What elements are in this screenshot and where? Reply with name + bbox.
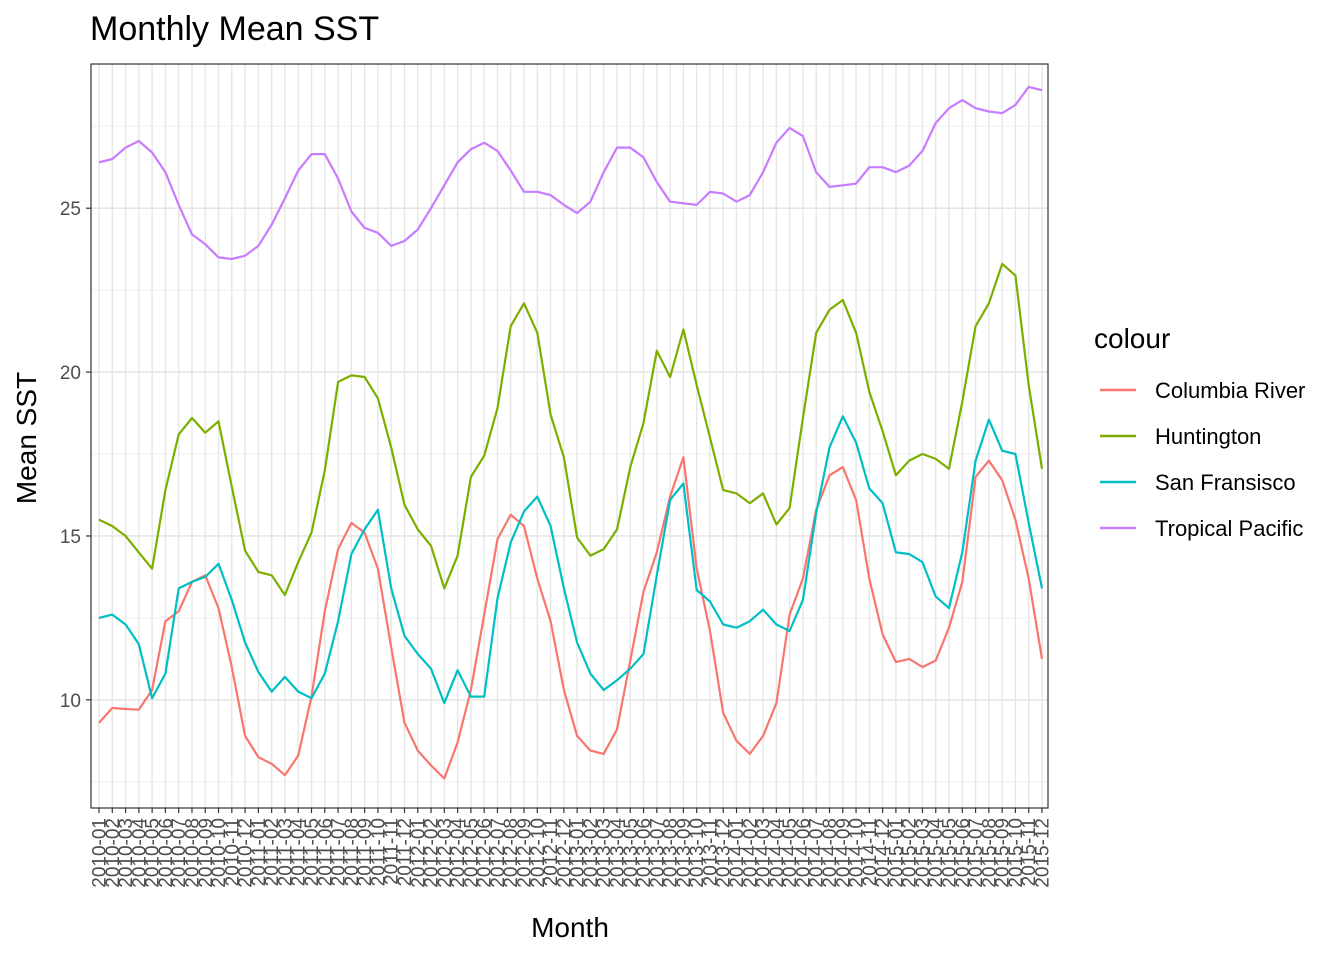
x-tick-label: 2015-08 xyxy=(979,818,1000,888)
y-axis-title: Mean SST xyxy=(11,372,42,504)
x-tick-label: 2012-05 xyxy=(461,818,482,888)
x-tick-label: 2015-03 xyxy=(913,818,934,888)
legend-label: Tropical Pacific xyxy=(1155,516,1303,541)
x-tick-label: 2014-06 xyxy=(793,818,814,888)
x-tick-label: 2014-08 xyxy=(820,818,841,888)
panel-border xyxy=(90,63,1049,809)
x-tick-label: 2012-01 xyxy=(408,818,429,888)
x-tick-label: 2013-04 xyxy=(608,818,629,888)
x-tick-label: 2014-12 xyxy=(873,818,894,888)
x-tick-label: 2012-03 xyxy=(435,818,456,888)
x-tick-label: 2011-12 xyxy=(395,818,416,886)
x-tick-label: 2015-05 xyxy=(940,818,961,888)
plot-panel: 101520252010-012010-022010-032010-042010… xyxy=(60,63,1054,888)
x-tick-label: 2014-02 xyxy=(740,818,761,888)
x-tick-label: 2011-02 xyxy=(262,818,283,886)
x-tick-label: 2014-10 xyxy=(847,818,868,888)
x-tick-label: 2014-09 xyxy=(833,818,854,888)
y-tick-label: 10 xyxy=(60,691,81,712)
x-tick-label: 2013-05 xyxy=(621,818,642,888)
x-tick-label: 2012-11 xyxy=(541,818,562,886)
x-tick-label: 2011-06 xyxy=(315,818,336,886)
x-tick-label: 2012-09 xyxy=(515,818,536,888)
x-tick-label: 2010-09 xyxy=(196,818,217,888)
x-tick-label: 2010-03 xyxy=(116,818,137,888)
x-tick-label: 2010-05 xyxy=(143,818,164,888)
x-tick-label: 2015-11 xyxy=(1019,818,1040,886)
x-tick-label: 2015-09 xyxy=(993,818,1014,888)
x-tick-label: 2012-06 xyxy=(475,818,496,888)
x-tick-label: 2010-02 xyxy=(103,818,124,888)
series-line-san-fransisco xyxy=(98,415,1044,705)
x-tick-label: 2010-12 xyxy=(236,818,257,888)
x-tick-label: 2012-04 xyxy=(448,818,469,888)
x-tick-label: 2014-01 xyxy=(727,818,748,888)
legend-label: Huntington xyxy=(1155,424,1261,449)
x-axis-title: Month xyxy=(531,912,609,943)
x-tick-label: 2010-01 xyxy=(90,818,111,888)
x-tick-label: 2010-10 xyxy=(209,818,230,888)
x-tick-label: 2011-07 xyxy=(329,818,350,886)
x-tick-label: 2013-12 xyxy=(714,818,735,888)
series-line-tropical-pacific xyxy=(98,85,1043,261)
x-tick-label: 2012-12 xyxy=(554,818,575,888)
x-tick-label: 2012-08 xyxy=(501,818,522,888)
x-tick-label: 2012-07 xyxy=(488,818,509,888)
x-tick-label: 2011-10 xyxy=(368,818,389,886)
x-tick-label: 2014-07 xyxy=(807,818,828,888)
x-tick-label: 2013-02 xyxy=(581,818,602,888)
x-tick-label: 2013-06 xyxy=(634,818,655,888)
x-tick-label: 2011-11 xyxy=(382,818,403,885)
x-tick-label: 2011-04 xyxy=(289,818,310,887)
x-tick-label: 2015-12 xyxy=(1033,818,1054,888)
x-tick-label: 2011-08 xyxy=(342,818,363,886)
x-tick-label: 2015-10 xyxy=(1006,818,1027,888)
x-tick-label: 2011-01 xyxy=(249,818,270,886)
x-tick-label: 2014-04 xyxy=(767,818,788,888)
y-tick-label: 25 xyxy=(60,199,81,220)
x-tick-label: 2014-05 xyxy=(780,818,801,888)
x-tick-label: 2015-02 xyxy=(900,818,921,888)
x-tick-label: 2012-02 xyxy=(422,818,443,888)
x-tick-label: 2015-07 xyxy=(966,818,987,888)
legend: Columbia River Huntington San Fransisco Tro… xyxy=(1100,378,1305,541)
x-tick-label: 2010-11 xyxy=(222,818,243,886)
x-tick-label: 2013-01 xyxy=(568,818,589,888)
x-tick-label: 2011-09 xyxy=(355,818,376,886)
x-tick-label: 2013-10 xyxy=(687,818,708,888)
x-tick-label: 2011-03 xyxy=(275,818,296,886)
x-tick-label: 2010-04 xyxy=(129,818,150,888)
x-tick-label: 2015-06 xyxy=(953,818,974,888)
x-tick-label: 2014-03 xyxy=(754,818,775,888)
x-tick-label: 2013-11 xyxy=(701,818,722,886)
x-tick-label: 2010-06 xyxy=(156,818,177,888)
x-tick-label: 2010-08 xyxy=(183,818,204,888)
x-tick-label: 2015-04 xyxy=(926,818,947,888)
x-tick-label: 2015-01 xyxy=(886,818,907,888)
legend-label: San Fransisco xyxy=(1155,470,1296,495)
x-tick-label: 2013-07 xyxy=(647,818,668,888)
x-tick-label: 2013-09 xyxy=(674,818,695,888)
x-tick-label: 2014-11 xyxy=(860,818,881,886)
x-tick-label: 2013-08 xyxy=(661,818,682,888)
chart-title: Monthly Mean SST xyxy=(90,10,379,48)
y-tick-label: 20 xyxy=(60,363,81,384)
x-tick-label: 2013-03 xyxy=(594,818,615,888)
y-tick-label: 15 xyxy=(60,527,81,548)
x-tick-label: 2012-10 xyxy=(528,818,549,888)
series-line-huntington xyxy=(98,262,1044,597)
x-tick-label: 2011-05 xyxy=(302,818,323,886)
series-line-columbia-river xyxy=(98,456,1044,780)
x-tick-label: 2010-07 xyxy=(169,818,190,888)
legend-label: Columbia River xyxy=(1155,378,1305,403)
legend-title: colour xyxy=(1094,323,1170,354)
